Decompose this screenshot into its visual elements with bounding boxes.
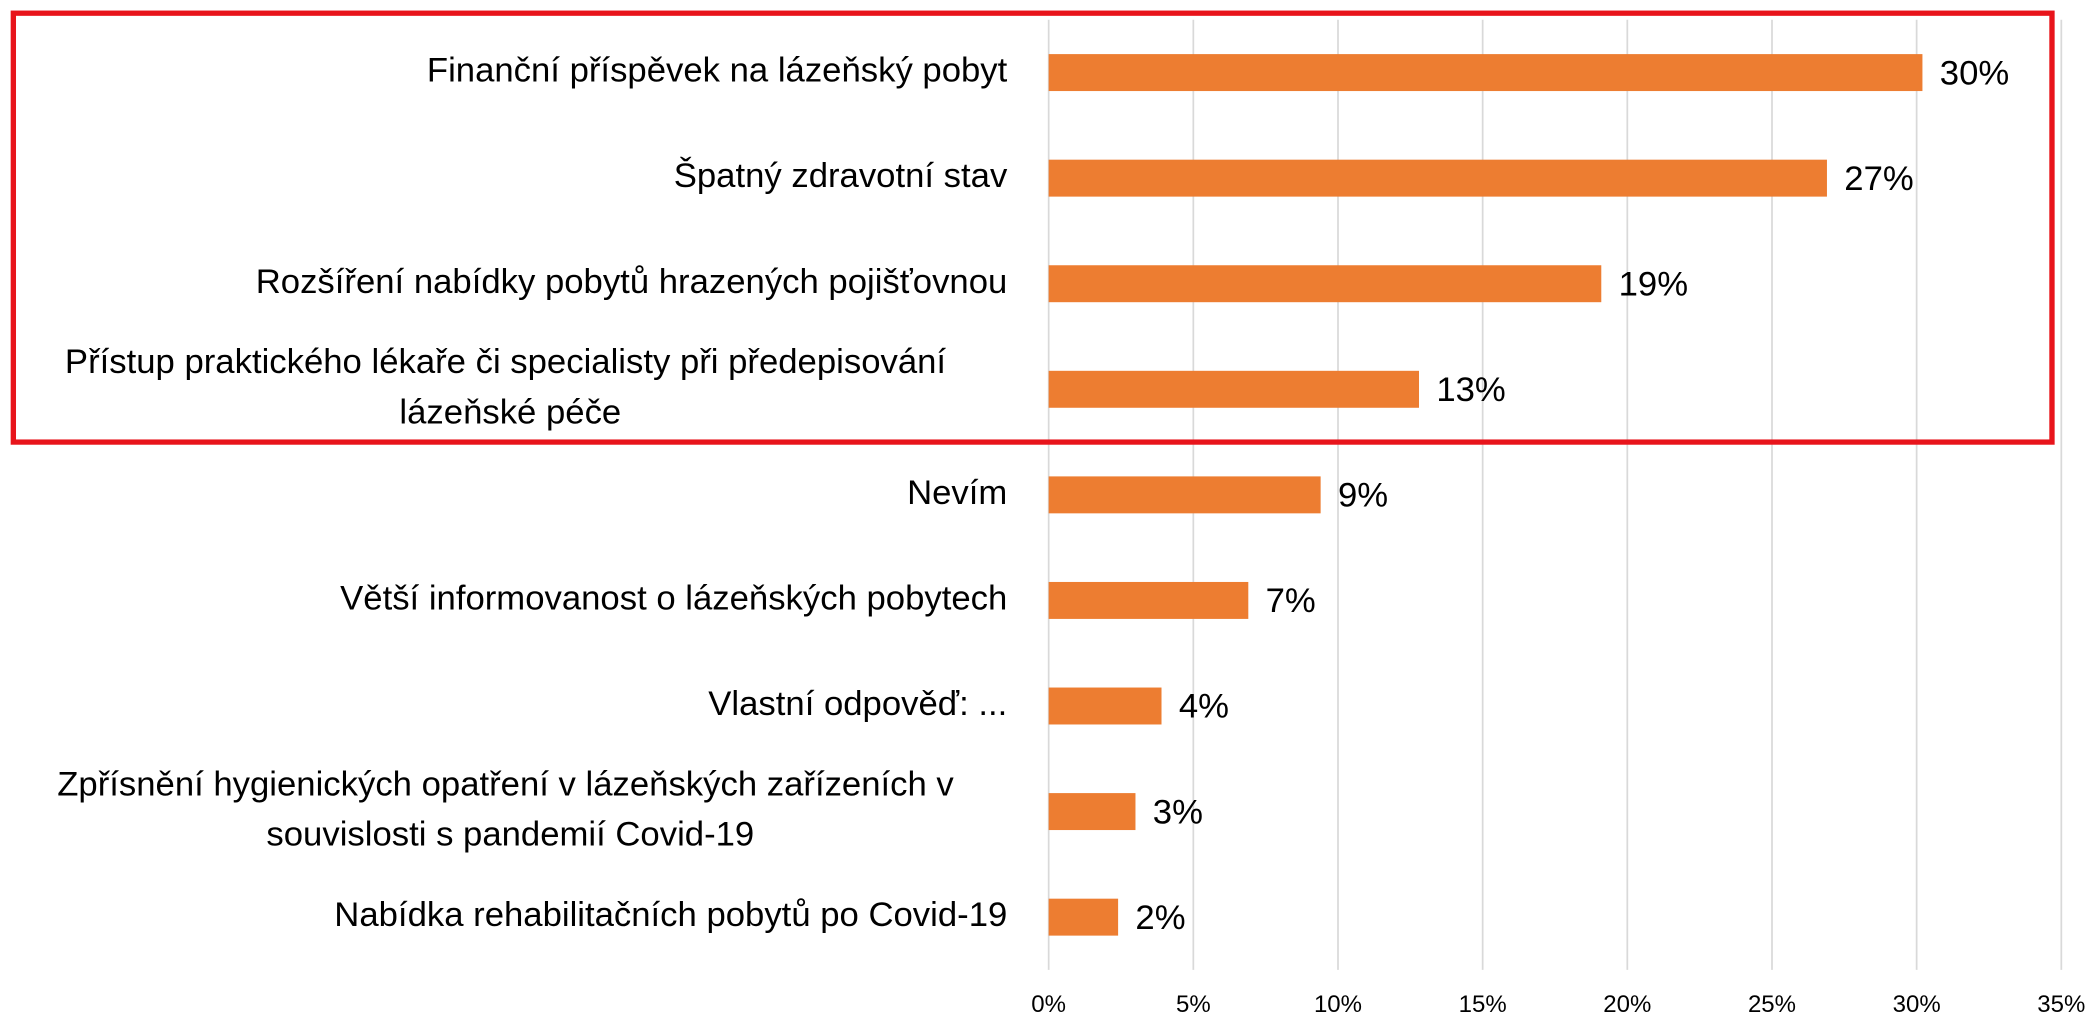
highlight-box bbox=[10, 10, 2055, 445]
category-label: Vlastní odpověď: ... bbox=[708, 685, 1007, 723]
category-label: Nevím bbox=[907, 474, 1007, 512]
data-label: 19% bbox=[1619, 266, 1688, 304]
data-label: 13% bbox=[1436, 371, 1505, 409]
bar bbox=[1048, 370, 1420, 408]
bar bbox=[1048, 476, 1321, 514]
x-tick-label: 10% bbox=[1314, 991, 1362, 1018]
bar bbox=[1048, 687, 1162, 725]
data-label: 30% bbox=[1940, 54, 2009, 92]
category-label: Špatný zdravotní stav bbox=[674, 156, 1008, 195]
data-label: 7% bbox=[1266, 582, 1316, 620]
bar bbox=[1048, 581, 1249, 619]
category-label: Nabídka rehabilitačních pobytů po Covid-… bbox=[334, 896, 1007, 934]
bar bbox=[1048, 54, 1923, 92]
x-tick-label: 15% bbox=[1459, 991, 1507, 1018]
bar bbox=[1048, 898, 1119, 936]
bar bbox=[1048, 159, 1827, 197]
data-label: 2% bbox=[1135, 899, 1185, 937]
x-tick-label: 5% bbox=[1176, 991, 1211, 1018]
category-label: Rozšíření nabídky pobytů hrazených pojiš… bbox=[256, 263, 1008, 301]
data-label: 27% bbox=[1844, 160, 1913, 198]
category-label: Zpřísnění hygienických opatření v lázeňs… bbox=[57, 766, 963, 854]
data-label: 4% bbox=[1179, 688, 1229, 726]
bar bbox=[1048, 793, 1136, 831]
data-label: 9% bbox=[1338, 477, 1388, 515]
x-tick-label: 25% bbox=[1748, 991, 1796, 1018]
bar bbox=[1048, 265, 1602, 303]
x-tick-label: 20% bbox=[1603, 991, 1651, 1018]
data-label: 3% bbox=[1153, 793, 1203, 831]
category-label: Přístup praktického lékaře či specialist… bbox=[65, 343, 956, 431]
x-tick-label: 35% bbox=[2037, 991, 2085, 1018]
category-label: Finanční příspěvek na lázeňský pobyt bbox=[427, 52, 1008, 90]
x-tick-label: 30% bbox=[1893, 991, 1941, 1018]
x-tick-label: 0% bbox=[1031, 991, 1066, 1018]
category-label: Větší informovanost o lázeňských pobytec… bbox=[340, 580, 1007, 618]
